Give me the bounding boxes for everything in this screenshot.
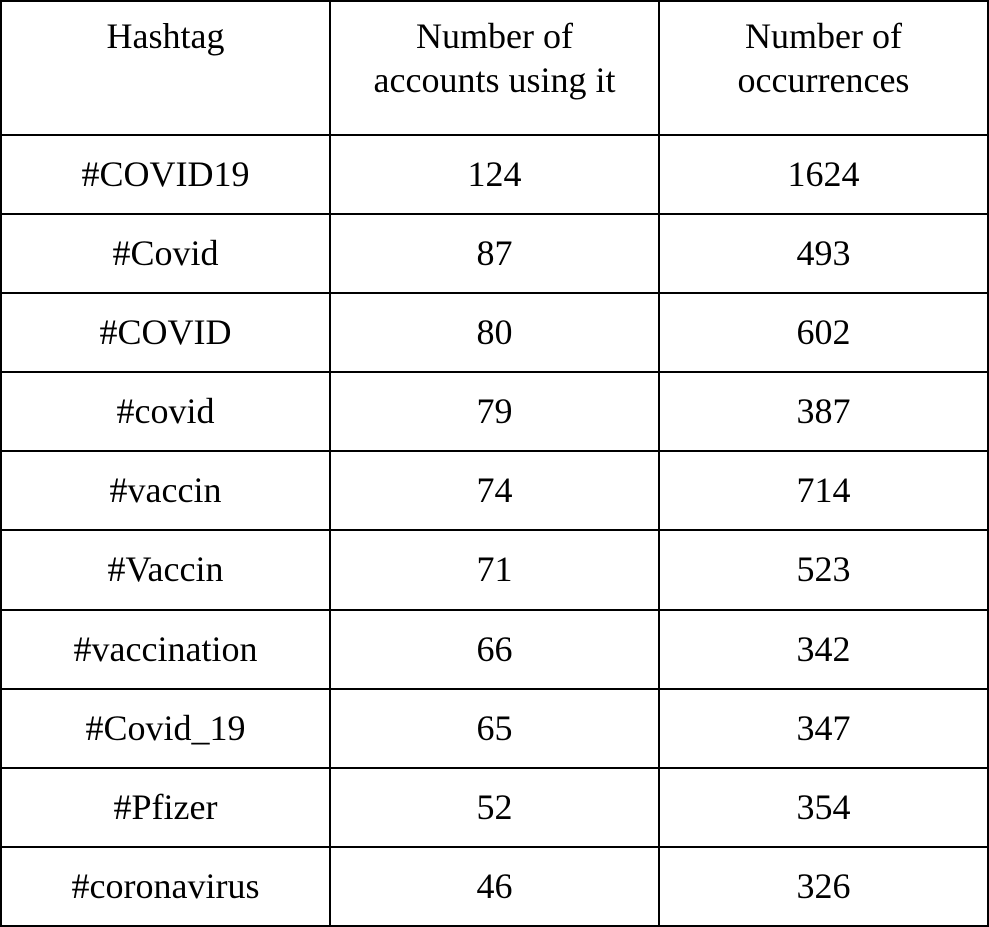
occurrences-cell: 347 (658, 687, 989, 769)
table-row: #Vaccin 71 523 (0, 529, 989, 611)
hashtag-cell: #vaccin (0, 450, 331, 532)
table-row: #coronavirus 46 326 (0, 845, 989, 927)
accounts-cell: 87 (329, 213, 660, 295)
occurrences-cell: 342 (658, 608, 989, 690)
table-row: #covid 79 387 (0, 371, 989, 453)
occurrences-cell: 714 (658, 450, 989, 532)
table-row: #COVID 80 602 (0, 292, 989, 374)
accounts-cell: 80 (329, 292, 660, 374)
hashtag-cell: #covid (0, 371, 331, 453)
table-row: #Covid_19 65 347 (0, 687, 989, 769)
occurrences-cell: 1624 (658, 133, 989, 216)
occurrences-cell: 523 (658, 529, 989, 611)
hashtag-cell: #Vaccin (0, 529, 331, 611)
accounts-cell: 124 (329, 133, 660, 216)
table-row: #COVID19 124 1624 (0, 133, 989, 216)
occurrences-cell: 326 (658, 845, 989, 927)
table-row: #Covid 87 493 (0, 213, 989, 295)
accounts-cell: 52 (329, 766, 660, 848)
accounts-cell: 46 (329, 845, 660, 927)
table-row: #Pfizer 52 354 (0, 766, 989, 848)
occurrences-cell: 354 (658, 766, 989, 848)
header-accounts-using: Number of accounts using it (329, 0, 660, 136)
occurrences-cell: 602 (658, 292, 989, 374)
occurrences-cell: 493 (658, 213, 989, 295)
header-occurrences: Number of occurrences (658, 0, 989, 136)
hashtag-cell: #Covid (0, 213, 331, 295)
hashtag-cell: #COVID19 (0, 133, 331, 216)
table-row: #vaccin 74 714 (0, 450, 989, 532)
header-hashtag: Hashtag (0, 0, 331, 136)
accounts-cell: 65 (329, 687, 660, 769)
hashtag-cell: #Pfizer (0, 766, 331, 848)
hashtag-cell: #vaccination (0, 608, 331, 690)
hashtag-cell: #coronavirus (0, 845, 331, 927)
hashtag-cell: #Covid_19 (0, 687, 331, 769)
table-row: #vaccination 66 342 (0, 608, 989, 690)
accounts-cell: 66 (329, 608, 660, 690)
accounts-cell: 74 (329, 450, 660, 532)
accounts-cell: 79 (329, 371, 660, 453)
hashtag-cell: #COVID (0, 292, 331, 374)
header-row: Hashtag Number of accounts using it Numb… (0, 0, 989, 136)
accounts-cell: 71 (329, 529, 660, 611)
occurrences-cell: 387 (658, 371, 989, 453)
